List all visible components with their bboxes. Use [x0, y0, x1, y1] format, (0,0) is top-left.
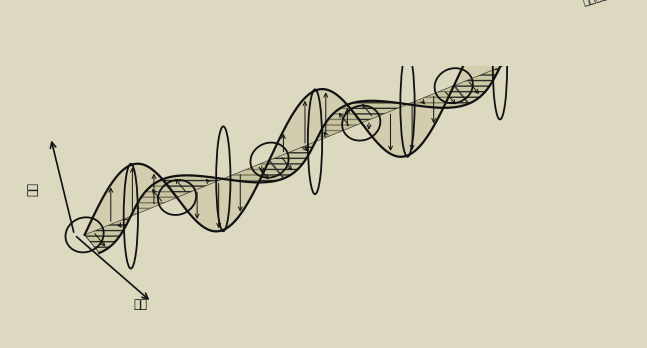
Polygon shape	[85, 180, 176, 253]
Polygon shape	[362, 86, 454, 157]
Polygon shape	[454, 15, 546, 85]
Text: 파의진행방향: 파의진행방향	[582, 0, 622, 7]
Polygon shape	[85, 164, 176, 235]
Text: 자장: 자장	[133, 298, 147, 311]
Polygon shape	[177, 160, 269, 231]
Polygon shape	[454, 30, 546, 103]
Polygon shape	[270, 105, 361, 178]
Text: 전장: 전장	[27, 182, 39, 196]
Polygon shape	[162, 160, 283, 197]
Polygon shape	[347, 86, 468, 123]
Polygon shape	[270, 89, 361, 160]
